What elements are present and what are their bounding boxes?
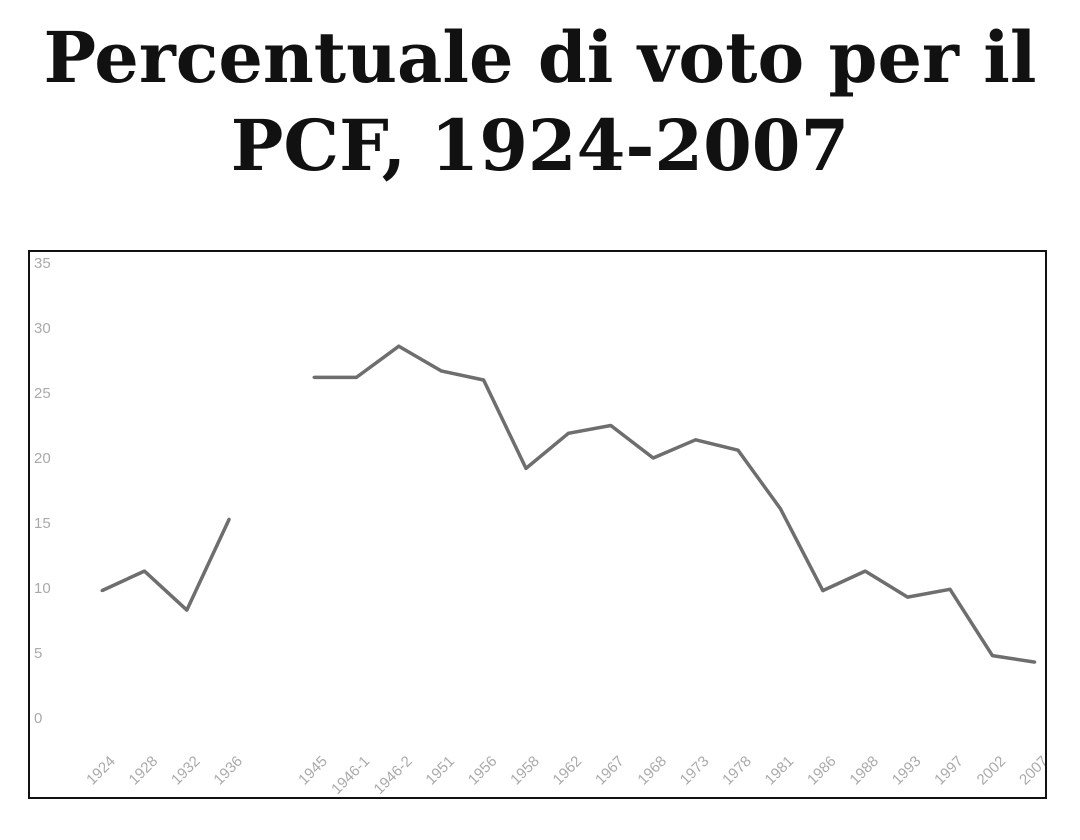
data-point: [651, 456, 655, 460]
y-tick-label: 0: [34, 710, 42, 727]
data-point: [227, 517, 231, 521]
chart-title: Percentuale di voto per il PCF, 1924-200…: [43, 16, 1037, 187]
data-point: [524, 466, 528, 470]
x-tick-label: 1993: [889, 753, 925, 789]
x-tick-label: 1967: [592, 753, 628, 789]
data-point: [566, 431, 570, 435]
data-point: [185, 608, 189, 612]
data-point: [482, 378, 486, 382]
data-point: [100, 589, 104, 593]
series-line: [314, 344, 1036, 664]
x-tick-label: 2007: [1016, 753, 1045, 789]
x-tick-label: 1945: [295, 753, 331, 789]
line-chart: 0 5 10 15 20 25 30 35 1924 1928 1932 1936 19451946-1…: [34, 255, 1045, 797]
data-point: [990, 654, 994, 658]
x-tick-label: 1981: [762, 753, 798, 789]
x-tick-label: 1997: [931, 753, 967, 789]
x-tick-label: 1968: [634, 753, 670, 789]
x-tick-label: 1956: [465, 753, 501, 789]
x-tick-label: 1958: [507, 753, 543, 789]
y-tick-label: 30: [34, 320, 51, 337]
data-point: [736, 448, 740, 452]
x-tick-label: 1988: [846, 753, 882, 789]
y-tick-label: 10: [34, 580, 51, 597]
data-point: [694, 438, 698, 442]
x-tick-label: 1924: [83, 753, 119, 789]
data-point: [312, 375, 316, 379]
x-tick-label: 2002: [974, 753, 1010, 789]
x-tick-label: 1936: [210, 753, 246, 789]
data-point: [397, 344, 401, 348]
x-tick-label: 1962: [550, 753, 586, 789]
data-point: [778, 507, 782, 511]
data-point: [609, 424, 613, 427]
data-point: [142, 569, 146, 573]
x-tick-label: 1946-1: [328, 753, 373, 797]
y-tick-label: 25: [34, 385, 51, 402]
x-tick-label: 1928: [126, 753, 162, 789]
data-point: [439, 369, 443, 373]
data-point: [906, 595, 910, 599]
data-point: [821, 589, 825, 593]
data-point: [863, 569, 867, 573]
data-point: [948, 587, 952, 591]
series-line: [101, 518, 231, 612]
chart-frame: 0 5 10 15 20 25 30 35 1924 1928 1932 1936 1945 1946-1…: [28, 250, 1047, 799]
y-tick-label: 15: [34, 515, 51, 532]
x-tick-label: 1951: [422, 753, 458, 789]
y-tick-label: 35: [34, 255, 51, 272]
x-tick-label: 1973: [677, 753, 713, 789]
data-point: [354, 375, 358, 379]
y-tick-label: 20: [34, 450, 51, 467]
x-tick-label: 1986: [804, 753, 840, 789]
x-tick-label: 1978: [719, 753, 755, 789]
y-tick-label: 5: [34, 645, 42, 662]
x-tick-label: 1946-2: [371, 753, 416, 797]
x-tick-label: 1932: [168, 753, 204, 789]
data-point: [1033, 660, 1037, 664]
